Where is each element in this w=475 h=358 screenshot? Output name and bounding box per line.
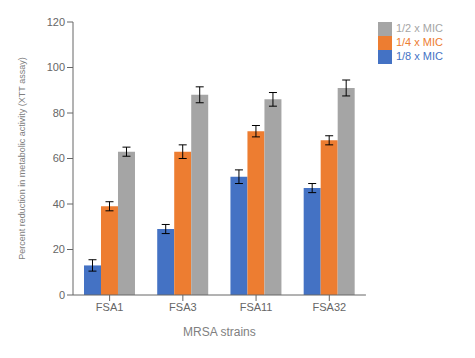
svg-text:20: 20 (53, 243, 65, 255)
svg-text:100: 100 (47, 61, 65, 73)
html-text:1/4 x MIC: 1/4 x MIC (395, 36, 443, 49)
svg-text:40: 40 (53, 198, 65, 210)
svg-text:FSA32: FSA32 (312, 301, 346, 313)
svg-text:0: 0 (59, 289, 65, 301)
svg-text:60: 60 (53, 152, 65, 164)
svg-text:FSA3: FSA3 (169, 301, 197, 313)
svg-text:FSA11: FSA11 (240, 301, 273, 313)
svg-text:FSA1: FSA1 (96, 301, 124, 313)
html-text:1/8 x MIC: 1/8 x MIC (395, 50, 443, 63)
html-text:1/2 x MIC: 1/2 x MIC (395, 22, 443, 34)
svg-text:Percent reduction in metabolic: Percent reduction in metabolic activity … (17, 57, 27, 259)
svg-text:80: 80 (53, 107, 65, 119)
svg-text:MRSA strains: MRSA strains (183, 325, 256, 339)
svg-text:120: 120 (47, 16, 65, 28)
